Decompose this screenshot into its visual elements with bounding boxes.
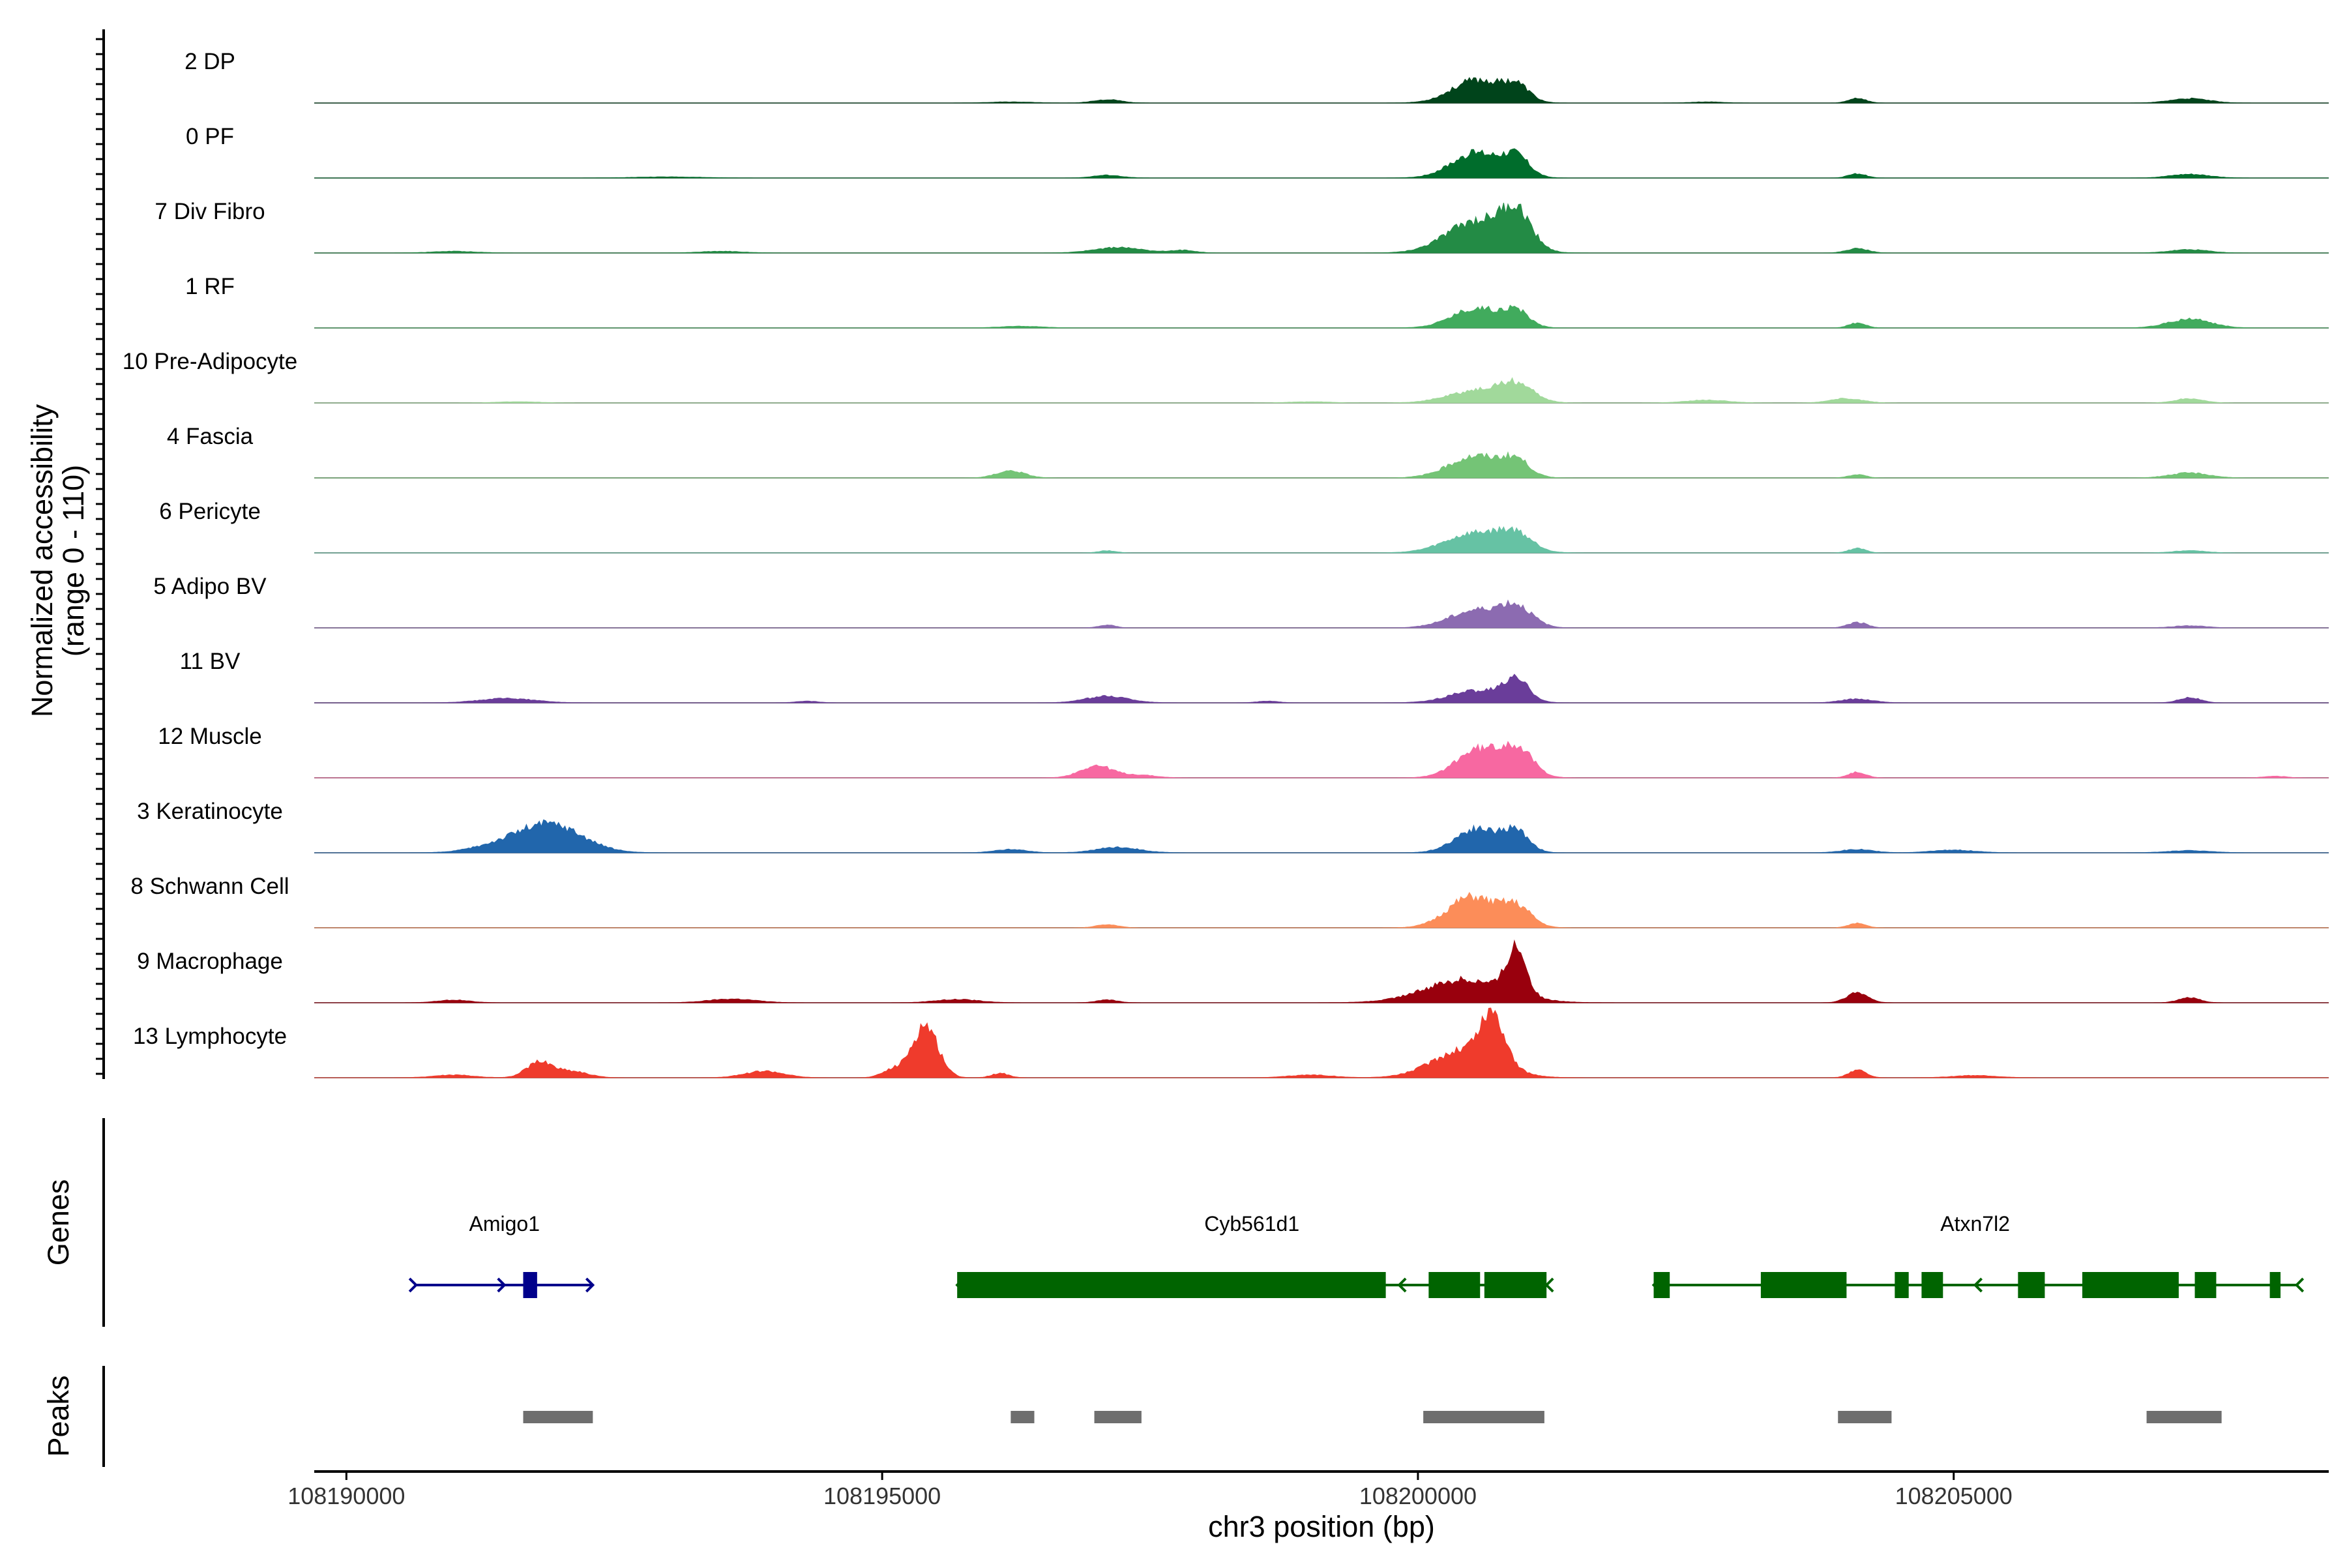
track-label: 12 Muscle — [158, 724, 262, 749]
track-11: 3 Keratinocyte — [137, 799, 2329, 853]
gene-label: Amigo1 — [469, 1212, 540, 1235]
track-label: 10 Pre-Adipocyte — [123, 349, 297, 374]
gene-exon — [2082, 1272, 2179, 1298]
strand-arrow — [1651, 1277, 1661, 1293]
track-5: 10 Pre-Adipocyte — [123, 349, 2329, 404]
strand-arrow — [1102, 1277, 1112, 1293]
track-8: 5 Adipo BV — [153, 574, 2329, 629]
gene-exon — [1484, 1272, 1547, 1298]
track-label: 6 Pericyte — [159, 499, 261, 524]
gene-cyb561d1: Cyb561d1 — [955, 1212, 1554, 1298]
strand-arrow — [408, 1277, 418, 1293]
coverage-area — [314, 202, 2329, 254]
coverage-area — [314, 1007, 2329, 1078]
strand-arrow — [2134, 1277, 2144, 1293]
gene-amigo1: Amigo1 — [408, 1212, 595, 1298]
gene-exon — [1760, 1272, 1847, 1298]
x-tick-label: 108200000 — [1359, 1483, 1477, 1509]
coverage-area — [314, 377, 2329, 404]
strand-arrow — [955, 1277, 965, 1293]
gene-label: Cyb561d1 — [1204, 1212, 1299, 1235]
coverage-area — [314, 77, 2329, 104]
peaks-panel-title: Peaks — [42, 1375, 75, 1457]
coverage-y-ticks — [96, 38, 104, 1075]
track-label: 1 RF — [185, 274, 235, 299]
strand-arrow — [1397, 1277, 1407, 1293]
track-label: 13 Lymphocyte — [133, 1024, 287, 1049]
gene-exon — [2269, 1272, 2281, 1298]
y-axis-title-line1: Normalized accessibility — [25, 404, 59, 717]
gene-atxn7l2: Atxn7l2 — [1651, 1212, 2305, 1298]
track-label: 11 BV — [180, 649, 241, 674]
track-7: 6 Pericyte — [159, 499, 2329, 554]
coverage-area — [314, 673, 2329, 703]
track-label: 4 Fascia — [167, 424, 254, 449]
track-label: 0 PF — [186, 124, 234, 149]
peak-region — [1094, 1411, 1142, 1423]
track-14: 13 Lymphocyte — [133, 1007, 2329, 1078]
track-3: 7 Div Fibro — [155, 199, 2329, 254]
coverage-area — [314, 304, 2329, 329]
track-2: 0 PF — [186, 124, 2329, 179]
coverage-area — [314, 741, 2329, 778]
peak-region — [523, 1411, 593, 1423]
peak-region — [1423, 1411, 1544, 1423]
track-4: 1 RF — [185, 274, 2329, 329]
x-tick-label: 108190000 — [288, 1483, 405, 1509]
genes-panel-title: Genes — [42, 1179, 75, 1266]
x-tick-label: 108195000 — [823, 1483, 941, 1509]
strand-arrow — [2294, 1277, 2305, 1293]
track-label: 5 Adipo BV — [153, 574, 267, 599]
peak-region — [1838, 1411, 1892, 1423]
coverage-area — [314, 451, 2329, 479]
gene-exon — [957, 1272, 1386, 1298]
strand-arrow — [497, 1277, 507, 1293]
gene-label: Atxn7l2 — [1940, 1212, 2010, 1235]
track-label: 2 DP — [185, 49, 235, 74]
coverage-area — [314, 148, 2329, 179]
strand-arrow — [1544, 1277, 1554, 1293]
y-axis-title-line2: (range 0 - 110) — [57, 465, 90, 657]
x-axis-title: chr3 position (bp) — [1208, 1510, 1435, 1543]
strand-arrow — [1973, 1277, 1983, 1293]
track-9: 11 BV — [180, 649, 2329, 703]
gene-exon — [1895, 1272, 1909, 1298]
track-10: 12 Muscle — [158, 724, 2329, 778]
coverage-area — [314, 939, 2329, 1003]
gene-exon — [1921, 1272, 1943, 1298]
gene-exon — [1653, 1272, 1670, 1298]
strand-arrow — [585, 1277, 595, 1293]
x-tick-label: 108205000 — [1895, 1483, 2013, 1509]
track-label: 9 Macrophage — [137, 949, 283, 974]
coverage-area — [314, 819, 2329, 853]
x-axis-ticks: 108190000 108195000 108200000 108205000 — [288, 1472, 2013, 1509]
track-label: 3 Keratinocyte — [137, 799, 283, 824]
gene-exon — [1428, 1272, 1481, 1298]
strand-arrow — [1812, 1277, 1822, 1293]
coverage-area — [314, 525, 2329, 554]
peak-regions-track — [523, 1411, 2222, 1423]
track-1: 2 DP — [185, 49, 2329, 104]
track-label: 7 Div Fibro — [155, 199, 265, 224]
gene-annotation-track: Amigo1 Cyb561d1 Atxn7l2 — [408, 1212, 2305, 1298]
track-6: 4 Fascia — [167, 424, 2329, 479]
coverage-area — [314, 599, 2329, 629]
track-13: 9 Macrophage — [137, 939, 2329, 1003]
strand-arrow — [1250, 1277, 1260, 1293]
coverage-tracks: 2 DP 0 PF 7 Div Fibro 1 RF 10 Pre-Adipocyte 4… — [123, 49, 2329, 1078]
peak-region — [1011, 1411, 1035, 1423]
gene-exon — [2018, 1272, 2045, 1298]
gene-exon — [523, 1272, 537, 1298]
coverage-area — [314, 892, 2329, 928]
gene-exon — [2194, 1272, 2217, 1298]
track-label: 8 Schwann Cell — [130, 874, 289, 899]
peak-region — [2146, 1411, 2222, 1423]
track-12: 8 Schwann Cell — [130, 874, 2329, 928]
